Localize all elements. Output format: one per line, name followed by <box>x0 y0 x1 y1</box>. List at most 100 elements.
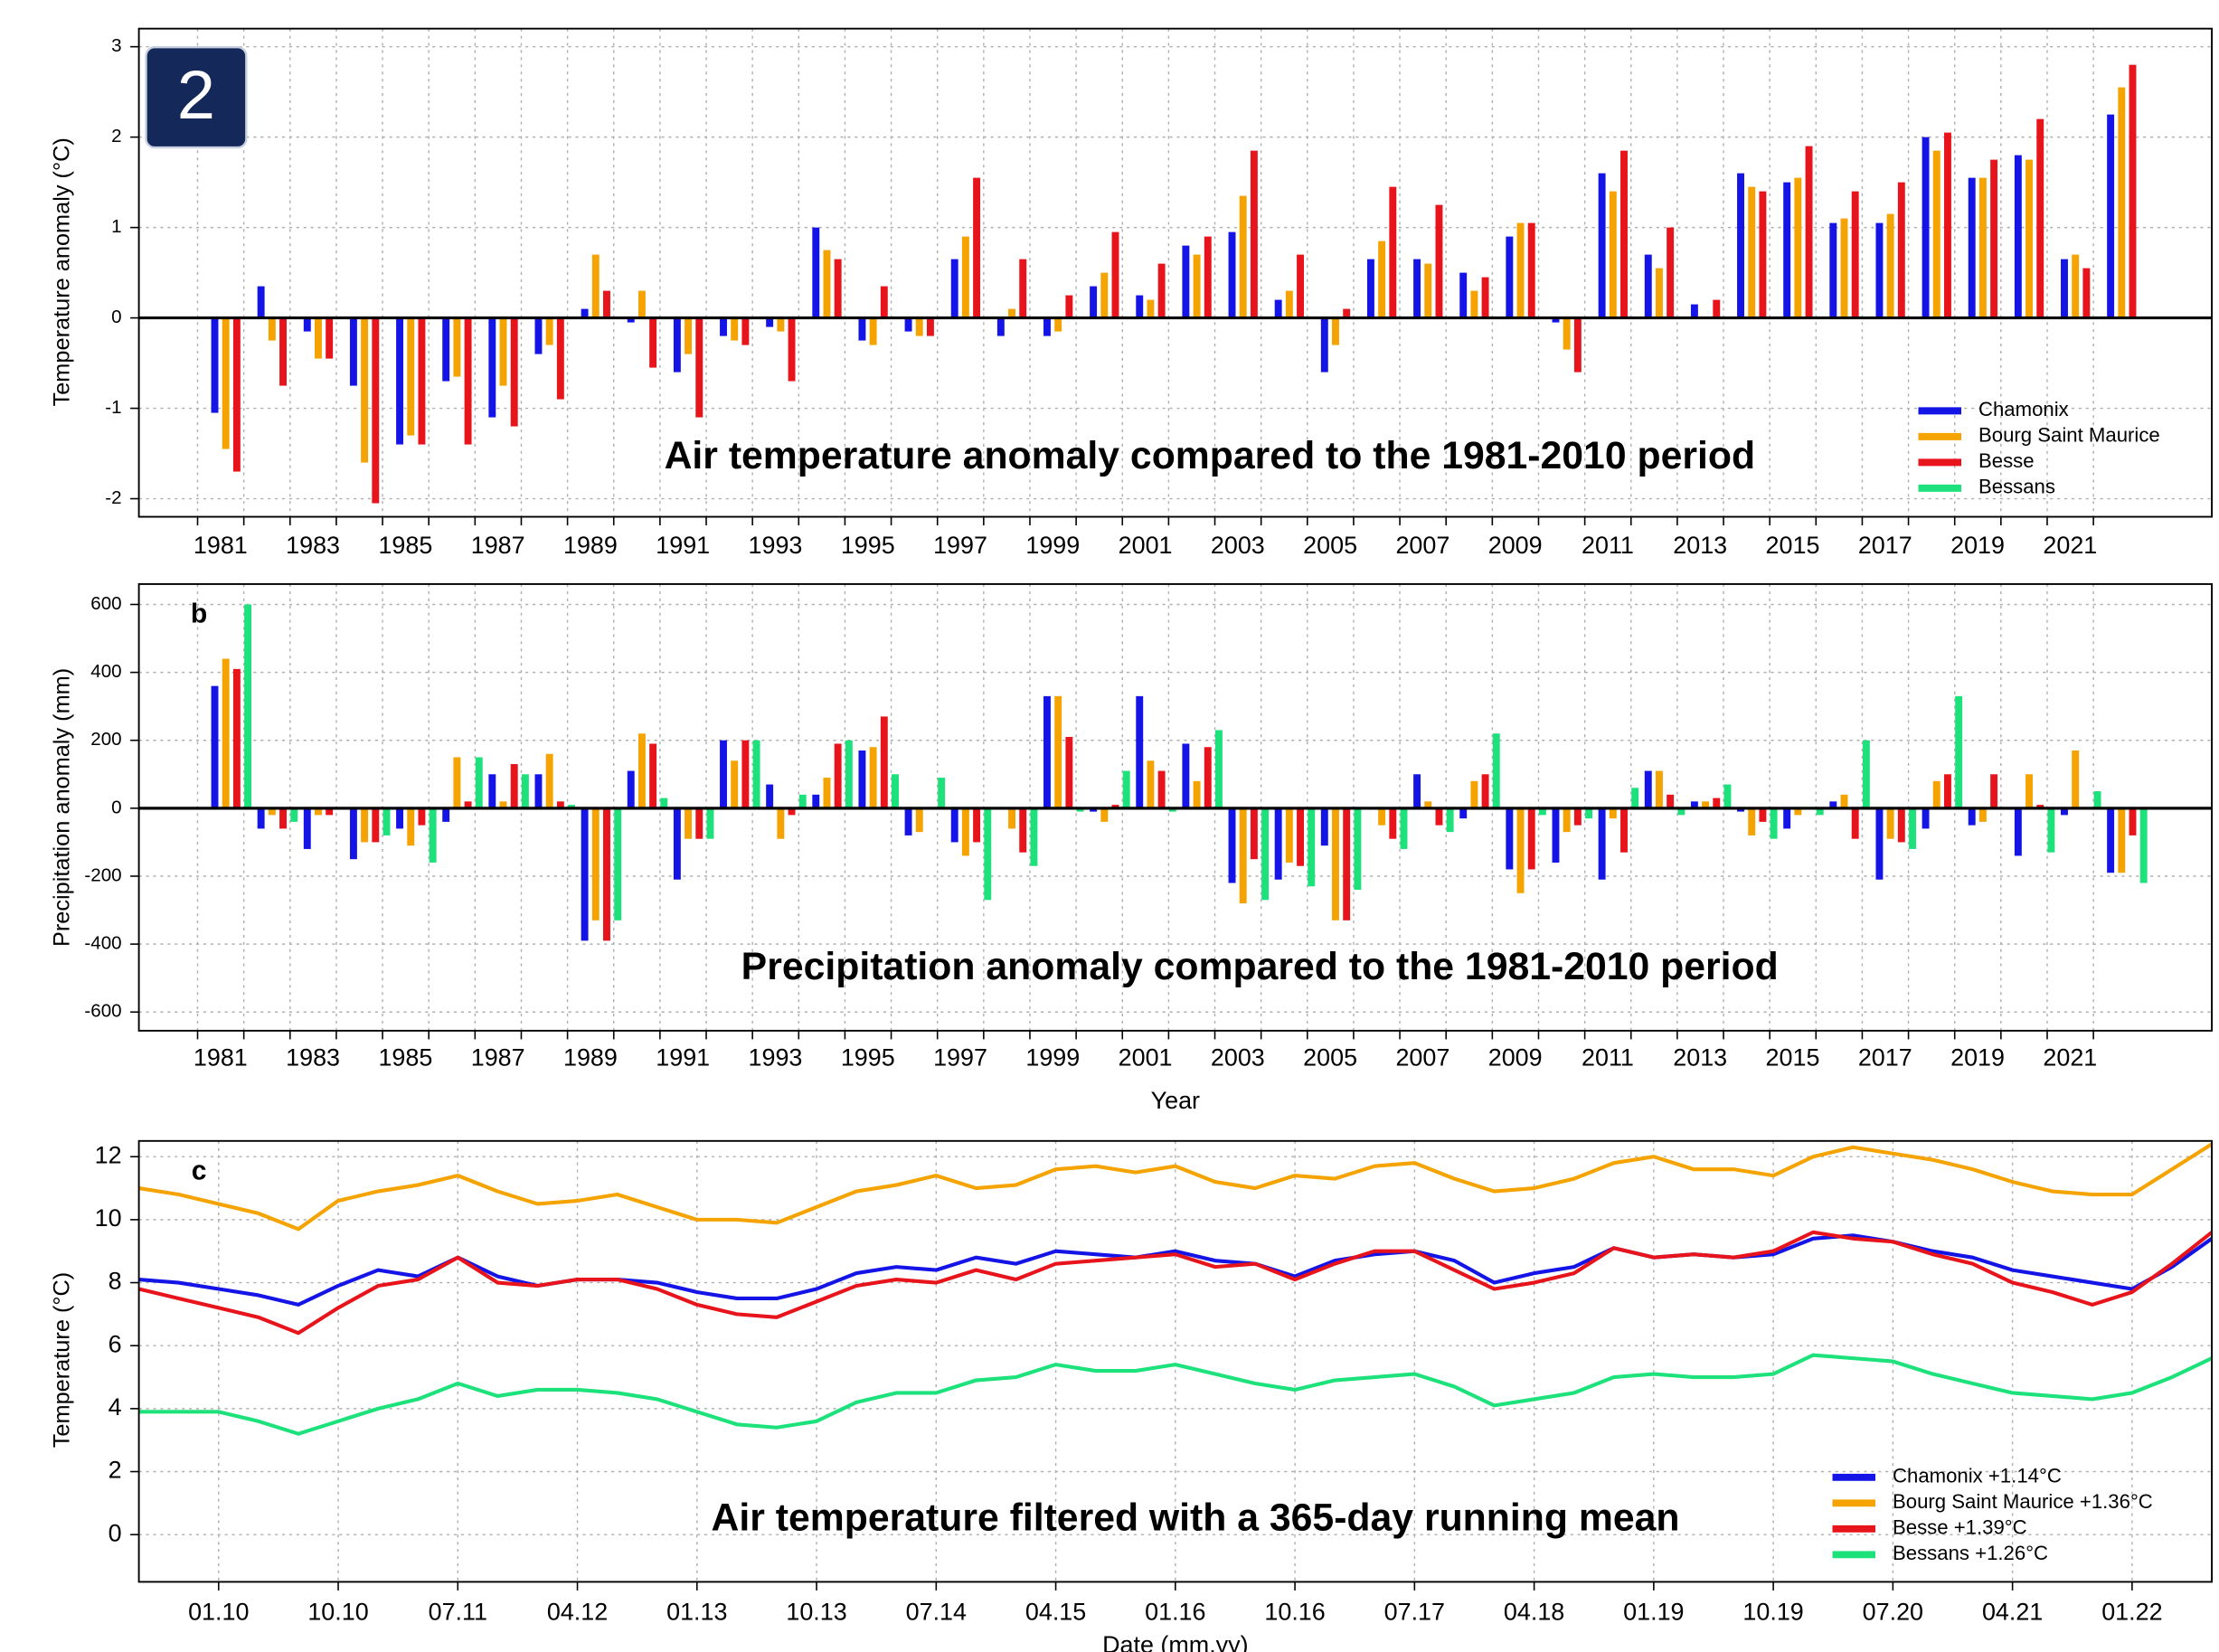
line <box>138 1230 2214 1336</box>
x-tick-label: 1989 <box>563 1044 618 1071</box>
panel-label: c <box>192 1156 207 1186</box>
x-tick-label: 2019 <box>1950 1044 2005 1071</box>
x-tick-label: 1997 <box>933 532 987 559</box>
x-tick-label: 1983 <box>286 532 340 559</box>
x-tick-label: 2011 <box>1582 1044 1634 1071</box>
bar <box>372 807 380 843</box>
x-tick-label: 2001 <box>1119 1044 1173 1071</box>
bar <box>556 317 564 400</box>
bar <box>315 317 322 359</box>
bar <box>211 317 219 413</box>
bar <box>614 807 622 920</box>
bar <box>1274 299 1282 318</box>
bar <box>1840 218 1848 318</box>
bar <box>695 317 703 418</box>
bar <box>2036 118 2044 318</box>
bar <box>315 807 322 816</box>
x-tick-label: 07.20 <box>1863 1598 1923 1625</box>
line <box>138 1353 2213 1436</box>
bar <box>973 177 981 318</box>
bar <box>892 774 899 808</box>
bar <box>396 807 404 829</box>
bar <box>211 685 219 808</box>
bar <box>1598 807 1606 880</box>
x-tick-label: 2009 <box>1488 1044 1543 1071</box>
bar <box>752 740 760 808</box>
bar <box>1204 236 1212 318</box>
bar <box>1157 263 1166 318</box>
bar <box>418 317 426 445</box>
bar <box>568 805 575 808</box>
x-axis-label: Year <box>1151 1087 1200 1114</box>
y-tick-label: 2 <box>111 126 121 146</box>
x-tick-label: 2013 <box>1673 1044 1727 1071</box>
bar <box>1030 807 1038 866</box>
bar <box>442 807 450 822</box>
bar <box>1644 254 1652 318</box>
bar <box>731 317 739 341</box>
legend-label: Bessans +1.26°C <box>1893 1542 2048 1564</box>
x-tick-label: 2019 <box>1950 532 2005 559</box>
bar <box>279 807 287 829</box>
legend-label: Bessans <box>1978 476 2055 498</box>
x-tick-label: 1999 <box>1025 532 1080 559</box>
bar <box>2014 155 2022 318</box>
bar <box>1076 807 1084 812</box>
bar <box>488 774 496 808</box>
x-tick-label: 1983 <box>286 1044 340 1071</box>
x-tick-label: 1989 <box>563 532 618 559</box>
bar <box>1481 774 1489 808</box>
bar <box>545 317 553 345</box>
bar <box>858 750 866 808</box>
bar <box>660 798 668 808</box>
y-tick-label: 4 <box>109 1393 122 1421</box>
bar <box>1168 807 1176 812</box>
bar <box>2139 807 2148 883</box>
bar <box>1552 807 1560 863</box>
bar <box>1563 317 1571 350</box>
bar <box>1527 222 1535 318</box>
bar <box>1100 272 1109 318</box>
y-tick-label: 0 <box>109 1519 122 1546</box>
bar <box>534 317 543 354</box>
bar <box>1932 150 1940 318</box>
bar <box>603 807 610 941</box>
bar <box>244 604 252 808</box>
bar <box>475 757 483 808</box>
bar <box>2072 254 2080 318</box>
bar <box>1389 807 1397 839</box>
bar <box>499 801 507 808</box>
bar <box>453 317 461 377</box>
bar <box>1538 807 1546 816</box>
bar <box>1667 794 1675 808</box>
badge-box <box>145 46 248 149</box>
bar <box>1794 177 1802 318</box>
bar <box>1228 231 1236 318</box>
x-tick-label: 1995 <box>841 532 895 559</box>
bar <box>1527 807 1535 870</box>
x-tick-label: 2011 <box>1582 532 1634 559</box>
x-tick-label: 2007 <box>1395 1044 1449 1071</box>
bar <box>1620 807 1628 853</box>
bar <box>1065 295 1073 318</box>
bar <box>1446 807 1454 833</box>
bar <box>1552 317 1560 323</box>
bar <box>1182 743 1190 808</box>
bar <box>880 716 888 808</box>
y-tick-label: 400 <box>90 661 121 682</box>
bar <box>649 317 657 368</box>
bar <box>1204 747 1212 808</box>
bar <box>1343 807 1351 920</box>
bar <box>823 778 831 808</box>
bar <box>834 743 842 808</box>
bar <box>1136 295 1144 318</box>
bar <box>1228 807 1236 883</box>
x-tick-label: 1999 <box>1025 1044 1080 1071</box>
bar <box>1840 794 1848 808</box>
y-tick-label: 1 <box>111 216 121 237</box>
bar <box>637 733 646 808</box>
bar <box>1909 807 1916 849</box>
x-tick-label: 1985 <box>378 1044 432 1071</box>
